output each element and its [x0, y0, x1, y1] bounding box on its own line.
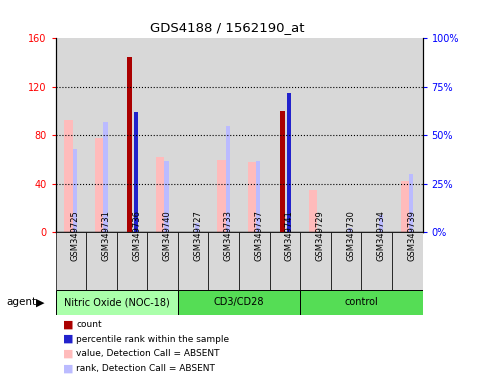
Bar [300, 290, 423, 315]
Bar [134, 112, 138, 232]
Text: ▶: ▶ [36, 297, 44, 307]
Bar [147, 232, 178, 290]
Bar [361, 232, 392, 290]
Text: ■: ■ [63, 363, 73, 373]
Bar [164, 161, 169, 232]
Bar [270, 38, 300, 232]
Text: ■: ■ [63, 349, 73, 359]
Bar [178, 232, 209, 290]
Text: agent: agent [6, 297, 36, 307]
Bar [86, 38, 117, 232]
Bar [392, 232, 423, 290]
Text: percentile rank within the sample: percentile rank within the sample [76, 334, 229, 344]
Bar [95, 138, 103, 232]
Bar [56, 232, 86, 290]
Text: GSM349733: GSM349733 [224, 210, 233, 261]
Bar [178, 38, 209, 232]
Bar [56, 38, 86, 232]
Bar [300, 232, 331, 290]
Text: ■: ■ [63, 334, 73, 344]
Bar [117, 38, 147, 232]
Text: GSM349725: GSM349725 [71, 210, 80, 261]
Bar [156, 157, 164, 232]
Bar [256, 161, 260, 232]
Bar [195, 223, 199, 232]
Bar [392, 38, 423, 232]
Bar [309, 190, 317, 232]
Text: GSM349734: GSM349734 [377, 210, 386, 261]
Bar [409, 174, 413, 232]
Text: CD3/CD28: CD3/CD28 [214, 297, 264, 308]
Text: GDS4188 / 1562190_at: GDS4188 / 1562190_at [150, 21, 304, 34]
Text: GSM349736: GSM349736 [132, 210, 141, 261]
Bar [287, 93, 291, 232]
Bar [280, 111, 284, 232]
Bar [117, 232, 147, 290]
Bar [209, 38, 239, 232]
Bar [348, 228, 352, 232]
Text: GSM349727: GSM349727 [193, 210, 202, 261]
Text: Nitric Oxide (NOC-18): Nitric Oxide (NOC-18) [64, 297, 170, 308]
Bar [226, 126, 230, 232]
Bar [147, 38, 178, 232]
Text: count: count [76, 320, 102, 329]
Bar [361, 38, 392, 232]
Bar [331, 38, 361, 232]
Text: value, Detection Call = ABSENT: value, Detection Call = ABSENT [76, 349, 220, 358]
Text: ■: ■ [63, 319, 73, 329]
Bar [300, 38, 331, 232]
Text: GSM349737: GSM349737 [255, 210, 263, 261]
Bar [379, 215, 383, 232]
Bar [217, 160, 226, 232]
Text: rank, Detection Call = ABSENT: rank, Detection Call = ABSENT [76, 364, 215, 373]
Bar [72, 149, 77, 232]
Text: control: control [344, 297, 378, 308]
Bar [331, 232, 361, 290]
Bar [400, 181, 409, 232]
Text: GSM349731: GSM349731 [101, 210, 111, 261]
Bar [128, 56, 132, 232]
Bar [64, 119, 72, 232]
Bar [270, 232, 300, 290]
Bar [239, 38, 270, 232]
Text: GSM349730: GSM349730 [346, 210, 355, 261]
Text: GSM349739: GSM349739 [407, 210, 416, 261]
Bar [56, 290, 178, 315]
Bar [209, 232, 239, 290]
Bar [178, 290, 300, 315]
Bar [248, 162, 256, 232]
Bar [103, 122, 108, 232]
Text: GSM349741: GSM349741 [285, 210, 294, 261]
Text: GSM349729: GSM349729 [315, 210, 325, 261]
Bar [239, 232, 270, 290]
Text: GSM349740: GSM349740 [163, 210, 171, 261]
Bar [86, 232, 117, 290]
